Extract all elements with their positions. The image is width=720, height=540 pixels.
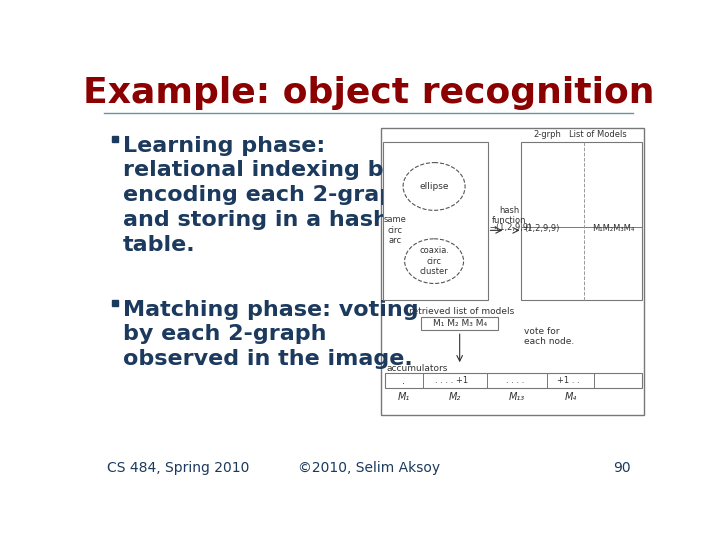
Text: . . . . +1: . . . . +1 (436, 376, 469, 385)
Text: →(1,2,9,9): →(1,2,9,9) (490, 223, 532, 232)
Text: (1,2,9,9): (1,2,9,9) (524, 224, 559, 233)
Text: hash
function: hash function (492, 206, 526, 225)
Text: same
circ
arc: same circ arc (383, 215, 406, 245)
Text: . . . .: . . . . (506, 376, 525, 385)
Bar (383, 142, 487, 300)
Text: 90: 90 (613, 461, 631, 475)
Text: M₂: M₂ (449, 393, 461, 402)
Text: vote for
each node.: vote for each node. (524, 327, 575, 346)
Text: coaxia.
circ
cluster: coaxia. circ cluster (419, 246, 449, 276)
Bar (112, 136, 118, 142)
Text: .: . (402, 375, 405, 386)
Text: Matching phase: voting
by each 2-graph
observed in the image.: Matching phase: voting by each 2-graph o… (122, 300, 418, 369)
Text: List of Models: List of Models (569, 130, 626, 139)
Bar (421, 318, 498, 330)
Text: M₁M₂M₃M₄: M₁M₂M₃M₄ (593, 224, 634, 233)
Text: ©2010, Selim Aksoy: ©2010, Selim Aksoy (298, 461, 440, 475)
Bar (384, 373, 642, 388)
Text: CS 484, Spring 2010: CS 484, Spring 2010 (107, 461, 249, 475)
Bar (381, 128, 644, 415)
Text: M₁₃: M₁₃ (509, 393, 525, 402)
Text: accumulators: accumulators (386, 363, 447, 373)
Text: M₄: M₄ (564, 393, 577, 402)
Ellipse shape (403, 163, 465, 211)
Bar (112, 300, 118, 306)
Text: M₁: M₁ (397, 393, 410, 402)
Text: retrieved list of models: retrieved list of models (410, 307, 515, 316)
Text: Example: object recognition: Example: object recognition (84, 76, 654, 110)
Text: Learning phase:
relational indexing by
encoding each 2-graph
and storing in a ha: Learning phase: relational indexing by e… (122, 136, 410, 255)
Ellipse shape (405, 239, 464, 284)
Text: +1 . .: +1 . . (557, 376, 580, 385)
Text: 2-grph: 2-grph (534, 130, 561, 139)
Text: ellipse: ellipse (419, 182, 449, 191)
Bar (521, 142, 642, 300)
Text: M₁ M₂ M₃ M₄: M₁ M₂ M₃ M₄ (433, 319, 487, 328)
